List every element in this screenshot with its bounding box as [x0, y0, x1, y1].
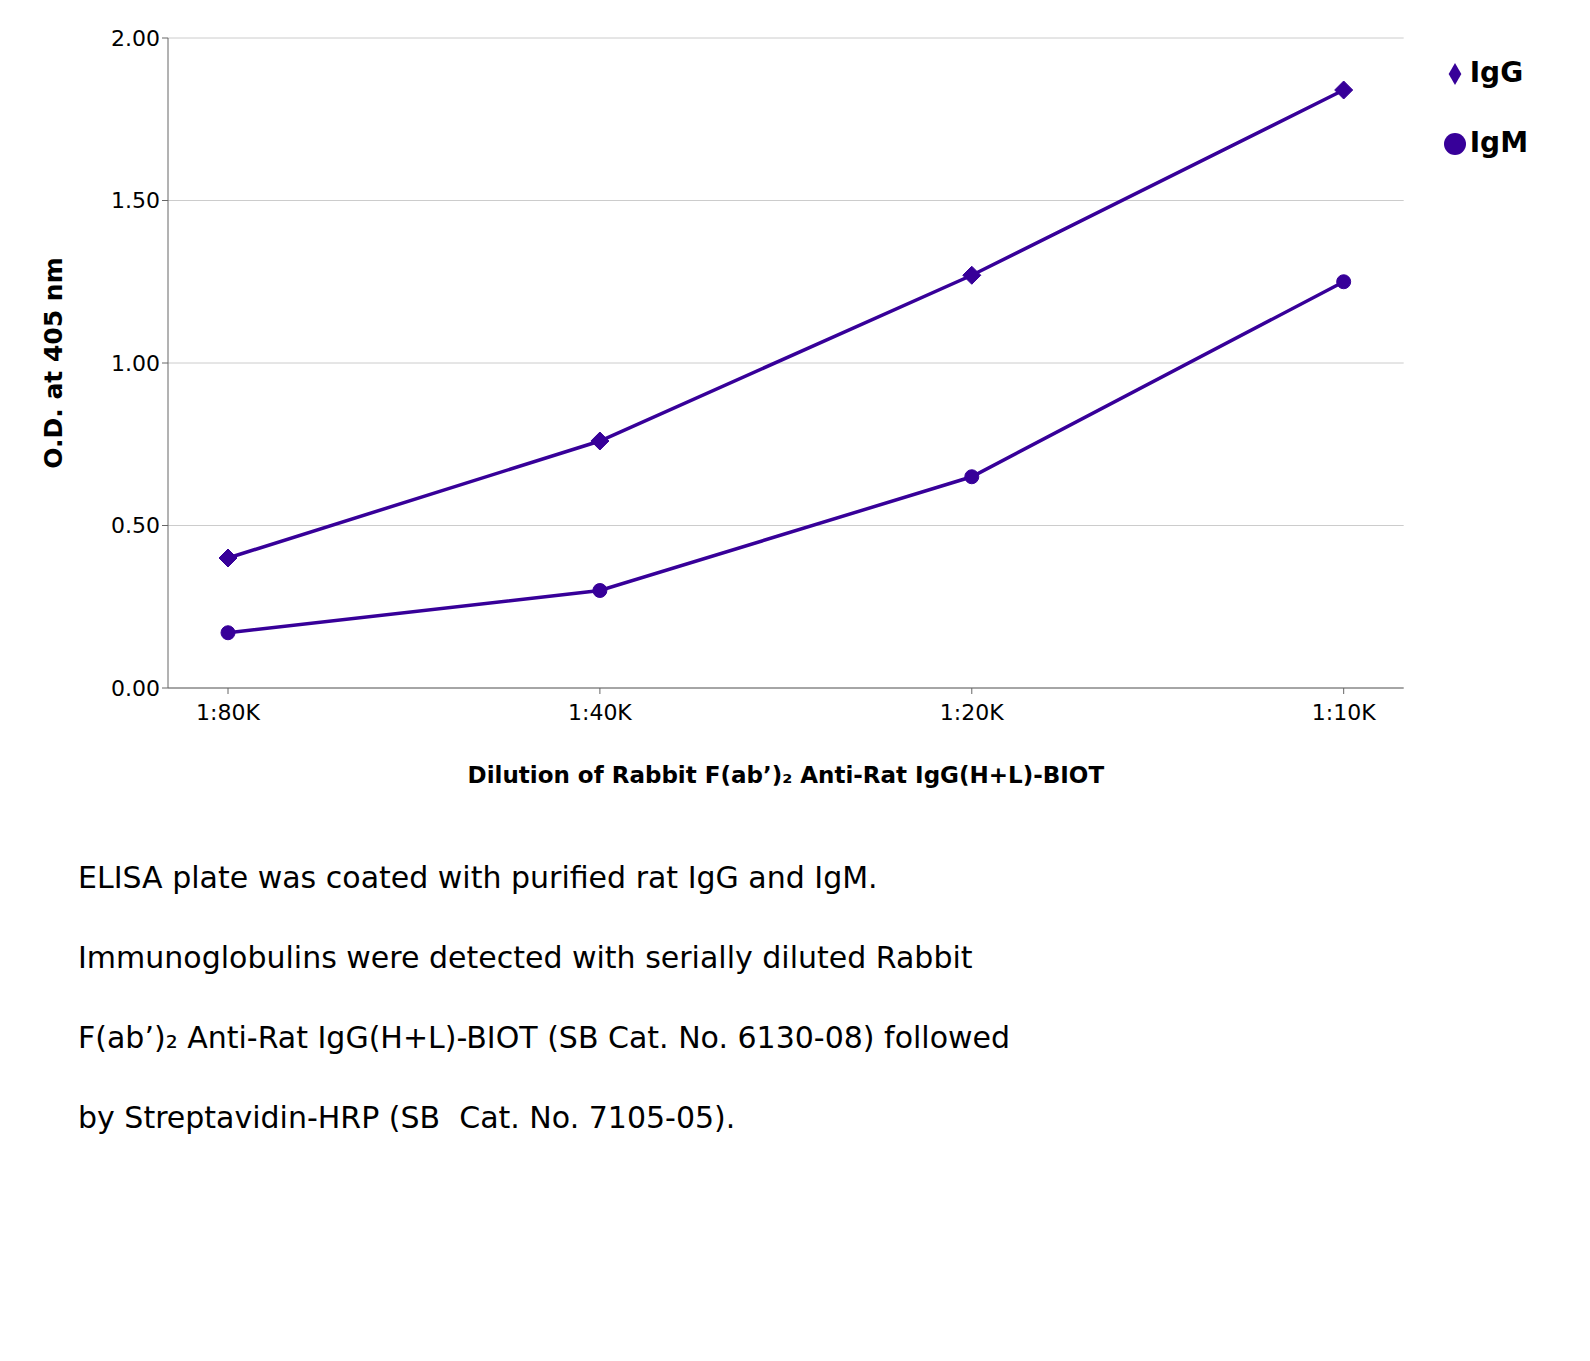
svg-text:1:40K: 1:40K	[568, 700, 632, 725]
svg-text:O.D. at 405 nm: O.D. at 405 nm	[39, 257, 68, 468]
svg-text:1:10K: 1:10K	[1312, 700, 1376, 725]
html-text:Immunoglobulins were detected: Immunoglobulins were detected with seria…	[78, 940, 973, 975]
svg-text:0.50: 0.50	[111, 513, 160, 538]
html-text:ELISA plate was coated with pu: ELISA plate was coated with purified rat…	[78, 860, 878, 895]
html-text:by Streptavidin-HRP (SB Cat. N: by Streptavidin-HRP (SB Cat. No. 7105-05…	[78, 1100, 736, 1135]
svg-text:1.50: 1.50	[111, 188, 160, 213]
svg-text:2.00: 2.00	[111, 26, 160, 51]
svg-text:Dilution of Rabbit F(ab’)₂ Ant: Dilution of Rabbit F(ab’)₂ Anti-Rat IgG(…	[468, 762, 1105, 788]
svg-text:1:80K: 1:80K	[196, 700, 260, 725]
svg-text:1:20K: 1:20K	[940, 700, 1004, 725]
svg-text:0.00: 0.00	[111, 676, 160, 701]
html-text:IgM: IgM	[1469, 126, 1528, 159]
html-text:F(ab’)₂ Anti-Rat IgG(H+L)-BIOT: F(ab’)₂ Anti-Rat IgG(H+L)-BIOT (SB Cat. …	[78, 1020, 1011, 1055]
svg-text:1.00: 1.00	[111, 351, 160, 376]
html-text:IgG: IgG	[1469, 56, 1524, 89]
